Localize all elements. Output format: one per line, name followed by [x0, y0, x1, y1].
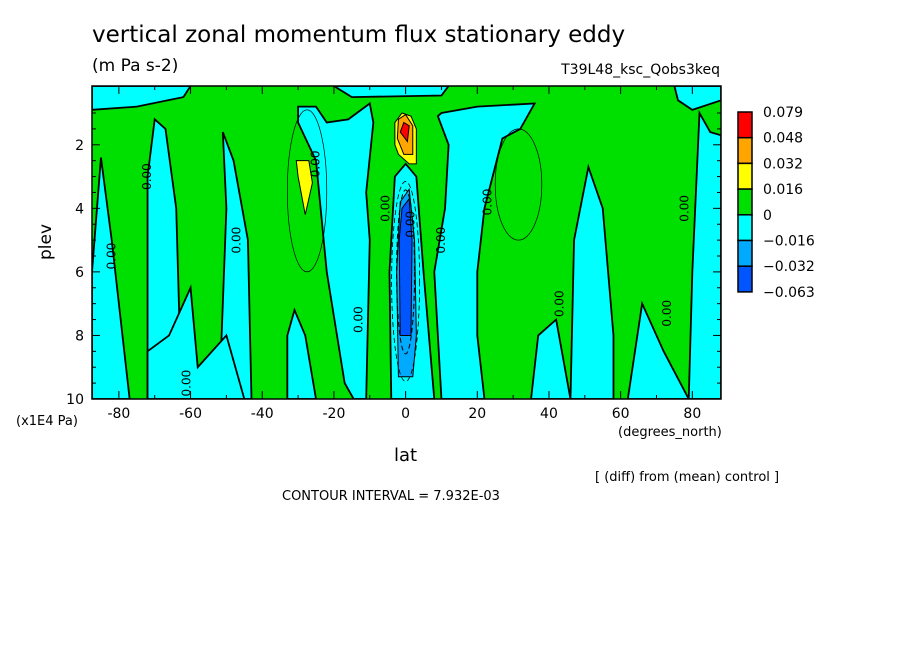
contour-region: [218, 131, 253, 399]
legend-label: 0: [763, 208, 772, 224]
chart-title: vertical zonal momentum flux stationary …: [92, 22, 626, 48]
legend-label: 0.016: [763, 182, 803, 198]
x-tick-label: -60: [179, 406, 202, 422]
legend-swatch: [737, 214, 753, 242]
dashed-contour: [396, 189, 416, 355]
diff-note: [ (diff) from (mean) control ]: [595, 470, 780, 485]
contour-label: 0.00: [481, 189, 495, 216]
contour-label: 0.00: [230, 227, 244, 254]
dashed-contour: [391, 181, 421, 382]
legend-label: −0.032: [763, 259, 815, 275]
contour-label: 0.00: [404, 211, 418, 238]
legend-swatch: [737, 136, 753, 165]
y-tick-label: 10: [66, 392, 84, 408]
contour-label: 0.00: [104, 243, 118, 270]
thin-contour: [494, 128, 543, 241]
contour-region: [626, 300, 690, 399]
legend-label: −0.016: [763, 234, 815, 250]
x-tick-label: 60: [612, 406, 630, 422]
legend-swatch: [737, 265, 753, 293]
legend-label: 0.032: [763, 156, 803, 172]
contour-region: [92, 86, 192, 111]
x-axis-units: (degrees_north): [618, 425, 722, 440]
x-tick-label: 20: [468, 406, 486, 422]
x-tick-label: 40: [540, 406, 558, 422]
contour-region: [332, 86, 450, 99]
x-tick-label: -40: [251, 406, 274, 422]
contour-region: [433, 102, 537, 399]
contour-region: [687, 109, 721, 399]
contour-region: [569, 163, 615, 399]
contour-label: 0.00: [660, 300, 674, 327]
x-tick-label: -80: [107, 406, 130, 422]
legend-label: 0.079: [763, 105, 803, 121]
contour-label: 0.00: [378, 195, 392, 222]
x-tick-label: -20: [322, 406, 345, 422]
x-tick-label: 80: [683, 406, 701, 422]
y-tick-label: 8: [75, 328, 84, 344]
x-tick-label: 0: [401, 406, 410, 422]
y-tick-label: 4: [75, 201, 84, 217]
y-tick-label: 2: [75, 138, 84, 154]
legend-label: 0.048: [763, 131, 803, 147]
contour-region: [297, 101, 375, 399]
contour-interval: CONTOUR INTERVAL = 7.932E-03: [282, 489, 500, 504]
chart-units: (m Pa s-2): [92, 56, 179, 76]
contour-label: 0.00: [678, 195, 692, 222]
dataset-label: T39L48_ksc_Qobs3keq: [561, 62, 720, 78]
contour-region: [673, 86, 721, 111]
contour-label: 0.00: [180, 370, 194, 397]
y-tick-label: 6: [75, 265, 84, 281]
contour-region: [530, 317, 572, 399]
contour-region: [399, 121, 410, 143]
contour-label: 0.00: [434, 227, 448, 254]
legend-swatch: [737, 111, 753, 139]
contour-region: [295, 160, 313, 215]
plot-frame: [91, 85, 722, 400]
contour-label: 0.00: [140, 163, 154, 190]
legend-swatch: [737, 239, 753, 267]
x-axis-label: lat: [394, 445, 418, 466]
thin-contour: [286, 109, 328, 273]
legend-label: −0.063: [763, 285, 815, 301]
contour-region: [146, 284, 246, 399]
contour-region: [92, 157, 131, 399]
y-axis-units: (x1E4 Pa): [16, 414, 78, 429]
legend-swatch: [737, 162, 753, 190]
contour-label: 0.00: [352, 306, 366, 333]
contour-region: [286, 307, 317, 399]
contour-label: 0.00: [309, 150, 323, 177]
contour-label: 0.00: [552, 290, 566, 317]
legend-swatch: [737, 188, 753, 216]
